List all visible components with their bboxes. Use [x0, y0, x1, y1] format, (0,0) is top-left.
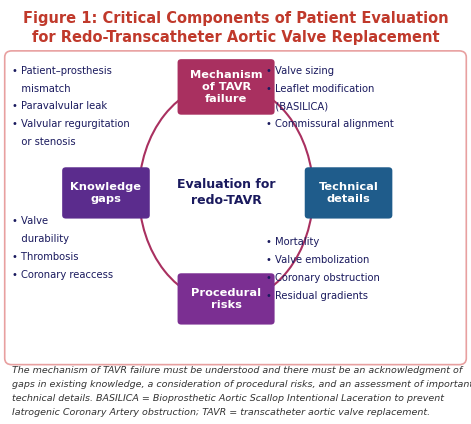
FancyBboxPatch shape — [178, 273, 275, 325]
Text: • Coronary reaccess: • Coronary reaccess — [12, 270, 113, 280]
Text: Procedural
risks: Procedural risks — [191, 288, 261, 310]
Text: • Coronary obstruction: • Coronary obstruction — [266, 273, 380, 283]
Text: The mechanism of TAVR failure must be understood and there must be an acknowledg: The mechanism of TAVR failure must be un… — [12, 366, 462, 375]
Text: Mechanism
of TAVR
failure: Mechanism of TAVR failure — [190, 70, 262, 104]
Text: • Valve: • Valve — [12, 216, 48, 226]
Text: (BASILICA): (BASILICA) — [266, 101, 328, 112]
Text: mismatch: mismatch — [12, 84, 70, 94]
Text: Knowledge
gaps: Knowledge gaps — [71, 182, 141, 204]
Text: • Residual gradients: • Residual gradients — [266, 291, 368, 301]
Text: • Valve embolization: • Valve embolization — [266, 255, 369, 265]
Text: • Patient–prosthesis: • Patient–prosthesis — [12, 66, 112, 76]
Text: • Valvular regurgitation: • Valvular regurgitation — [12, 119, 130, 129]
Text: durability: durability — [12, 234, 69, 244]
Text: • Mortality: • Mortality — [266, 237, 319, 248]
Text: Technical
details: Technical details — [318, 182, 379, 204]
Text: • Paravalvular leak: • Paravalvular leak — [12, 101, 107, 112]
Text: technical details. BASILICA = Bioprosthetic Aortic Scallop Intentional Laceratio: technical details. BASILICA = Bioprosthe… — [12, 394, 444, 403]
FancyBboxPatch shape — [178, 59, 275, 115]
Text: Figure 1: Critical Components of Patient Evaluation
for Redo-Transcatheter Aorti: Figure 1: Critical Components of Patient… — [23, 11, 448, 45]
Text: • Valve sizing: • Valve sizing — [266, 66, 334, 76]
Text: • Thrombosis: • Thrombosis — [12, 252, 78, 262]
Text: Evaluation for
redo-TAVR: Evaluation for redo-TAVR — [177, 179, 276, 207]
Text: gaps in existing knowledge, a consideration of procedural risks, and an assessme: gaps in existing knowledge, a considerat… — [12, 380, 471, 389]
FancyBboxPatch shape — [305, 167, 392, 219]
Text: • Leaflet modification: • Leaflet modification — [266, 84, 374, 94]
Text: • Commissural alignment: • Commissural alignment — [266, 119, 394, 129]
FancyBboxPatch shape — [62, 167, 150, 219]
FancyBboxPatch shape — [5, 51, 466, 365]
Text: Iatrogenic Coronary Artery obstruction; TAVR = transcatheter aortic valve replac: Iatrogenic Coronary Artery obstruction; … — [12, 408, 430, 417]
Text: or stenosis: or stenosis — [12, 137, 75, 147]
